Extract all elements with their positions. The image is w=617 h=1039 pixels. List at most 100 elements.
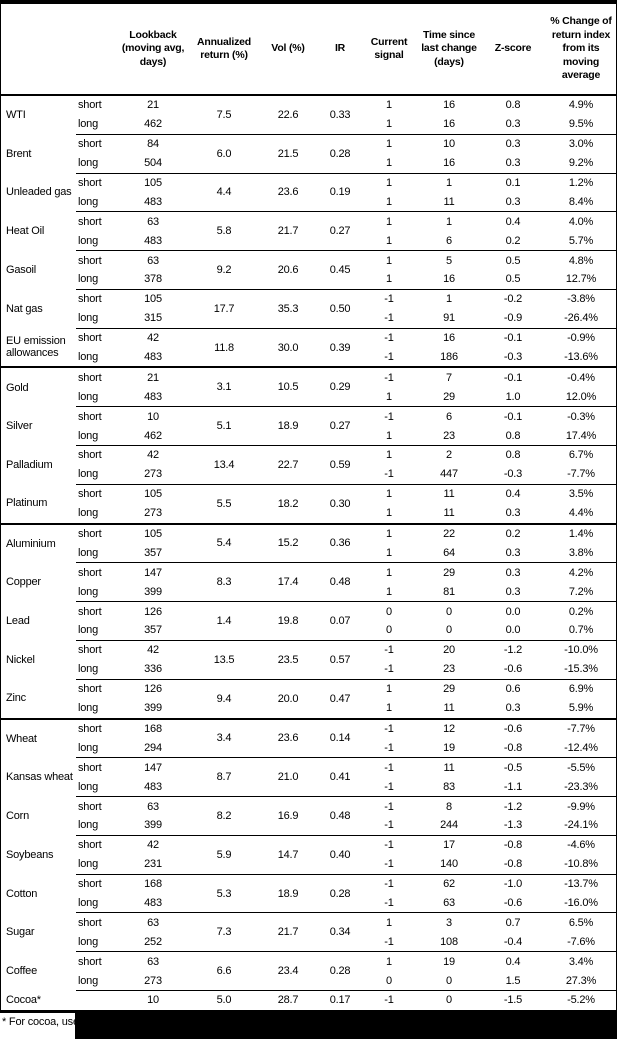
- table-row: Aluminium short 105 5.4 15.2 0.36 1 22 0.2 1.4%: [1, 522, 617, 563]
- annualized-return-cell: 5.3: [190, 873, 258, 913]
- ir-cell: 0.59: [318, 445, 362, 485]
- leg-cell: long: [78, 273, 98, 286]
- leg-cell: long: [78, 351, 98, 364]
- lookback-cell: 483: [144, 390, 162, 403]
- zscore-cell: 0.3: [505, 702, 521, 715]
- pct-change-cell: -13.7%: [544, 873, 617, 894]
- lookback-cell: 399: [144, 702, 162, 715]
- time-since-change-cell: 19: [416, 951, 482, 972]
- ir-cell: 0.28: [318, 951, 362, 991]
- ir-cell: 0.19: [318, 172, 362, 212]
- table-row: WTI short 21 7.5 22.6 0.33 1 16 0.8 4.9%: [1, 95, 617, 121]
- table-row: long 504 1 16 0.3 9.2%: [1, 154, 617, 173]
- lookback-cell: 63: [116, 951, 190, 972]
- annualized-return-cell: 7.3: [190, 912, 258, 952]
- table-row: long 315 -1 91 -0.9 -26.4%: [1, 309, 617, 328]
- commodity-name-cell: Sugar: [6, 926, 35, 939]
- time-since-change-cell: 0: [446, 624, 452, 637]
- pct-change-cell: 6.5%: [544, 912, 617, 933]
- leg-cell: short: [76, 951, 116, 972]
- commodity-name-cell: Unleaded gas: [6, 186, 72, 199]
- zscore-cell: 0.0: [505, 624, 521, 637]
- time-since-change-cell: 10: [416, 133, 482, 154]
- commodity-name-cell: Cocoa*: [6, 994, 41, 1007]
- table-row: long 252 -1 108 -0.4 -7.6%: [1, 932, 617, 951]
- time-since-change-cell: 108: [440, 935, 458, 948]
- time-since-change-cell: 20: [416, 639, 482, 660]
- lookback-cell: 483: [144, 195, 162, 208]
- time-since-change-cell: 11: [443, 195, 455, 208]
- table-row: Nat gas short 105 17.7 35.3 0.50 -1 1 -0.2 -3.8%: [1, 288, 617, 329]
- lookback-cell: 252: [144, 935, 162, 948]
- lookback-cell: 315: [144, 312, 162, 325]
- table-row: long 294 -1 19 -0.8 -12.4%: [1, 738, 617, 757]
- time-since-change-cell: 16: [443, 99, 455, 112]
- time-since-change-cell: 29: [443, 390, 455, 403]
- annualized-return-cell: 5.0: [190, 989, 258, 1010]
- leg-cell: long: [78, 935, 98, 948]
- current-signal-cell: 1: [362, 483, 416, 504]
- redaction-bar: [75, 1012, 617, 1039]
- time-since-change-cell: 447: [440, 468, 458, 481]
- pct-change-cell: -10.0%: [544, 639, 617, 660]
- commodity-name-cell: Kansas wheat: [6, 771, 73, 784]
- zscore-cell: -0.8: [503, 858, 523, 871]
- current-signal-cell: 0: [386, 624, 392, 637]
- leg-cell: long: [78, 896, 98, 909]
- time-since-change-cell: 22: [416, 522, 482, 544]
- zscore-cell: -0.6: [503, 663, 523, 676]
- lookback-cell: 21: [147, 99, 159, 112]
- zscore-cell: 0.3: [505, 118, 521, 131]
- zscore-cell: -1.1: [503, 780, 523, 793]
- lookback-cell: 63: [116, 912, 190, 933]
- lookback-cell: 42: [116, 639, 190, 660]
- pct-change-cell: 4.2%: [544, 562, 617, 583]
- leg-cell: short: [76, 483, 116, 504]
- leg-cell: long: [78, 663, 98, 676]
- pct-change-cell: 4.8%: [544, 250, 617, 271]
- current-signal-cell: 1: [386, 118, 392, 131]
- zscore-cell: -1.0: [482, 873, 544, 894]
- momentum-table-frame: Lookback (moving avg, days) Annualized r…: [0, 0, 617, 1013]
- annualized-return-cell: 5.1: [190, 406, 258, 446]
- pct-change-cell: 17.4%: [565, 429, 597, 442]
- zscore-cell: 0.1: [482, 172, 544, 193]
- annualized-return-cell: 9.2: [190, 250, 258, 290]
- column-header-annualized-return: Annualized return (%): [190, 4, 258, 96]
- annualized-return-cell: 9.4: [190, 678, 258, 719]
- ir-cell: 0.14: [318, 717, 362, 758]
- ir-cell: 0.29: [318, 366, 362, 407]
- time-since-change-cell: 1: [416, 211, 482, 232]
- zscore-cell: -1.2: [482, 639, 544, 660]
- time-since-change-cell: 16: [416, 327, 482, 348]
- pct-change-cell: -24.1%: [564, 819, 598, 832]
- ir-cell: 0.57: [318, 639, 362, 680]
- current-signal-cell: -1: [384, 351, 394, 364]
- time-since-change-cell: 11: [443, 507, 455, 520]
- time-since-change-cell: 64: [443, 546, 455, 559]
- time-since-change-cell: 0: [446, 974, 452, 987]
- commodity-name-cell: Soybeans: [6, 848, 54, 861]
- pct-change-cell: 12.0%: [565, 390, 597, 403]
- vol-cell: 15.2: [258, 522, 318, 563]
- current-signal-cell: -1: [362, 873, 416, 894]
- leg-cell: long: [78, 468, 98, 481]
- time-since-change-cell: 5: [416, 250, 482, 271]
- zscore-cell: 0.0: [482, 601, 544, 622]
- commodity-name-cell: Platinum: [6, 497, 48, 510]
- vol-cell: 30.0: [258, 327, 318, 368]
- leg-cell: long: [78, 312, 98, 325]
- annualized-return-cell: 5.9: [190, 834, 258, 875]
- pct-change-cell: -16.0%: [564, 896, 598, 909]
- column-header-pct-change: % Change of return index from its moving…: [544, 4, 617, 96]
- current-signal-cell: 1: [362, 562, 416, 583]
- column-header-vol: Vol (%): [258, 4, 318, 96]
- vol-cell: 18.9: [258, 873, 318, 913]
- ir-cell: 0.33: [329, 108, 351, 121]
- commodity-name-cell: Nickel: [6, 653, 35, 666]
- leg-cell: long: [78, 702, 98, 715]
- annualized-return-cell: 8.3: [190, 562, 258, 602]
- vol-cell: 21.5: [258, 133, 318, 174]
- ir-cell: 0.28: [318, 873, 362, 913]
- lookback-cell: 273: [144, 507, 162, 520]
